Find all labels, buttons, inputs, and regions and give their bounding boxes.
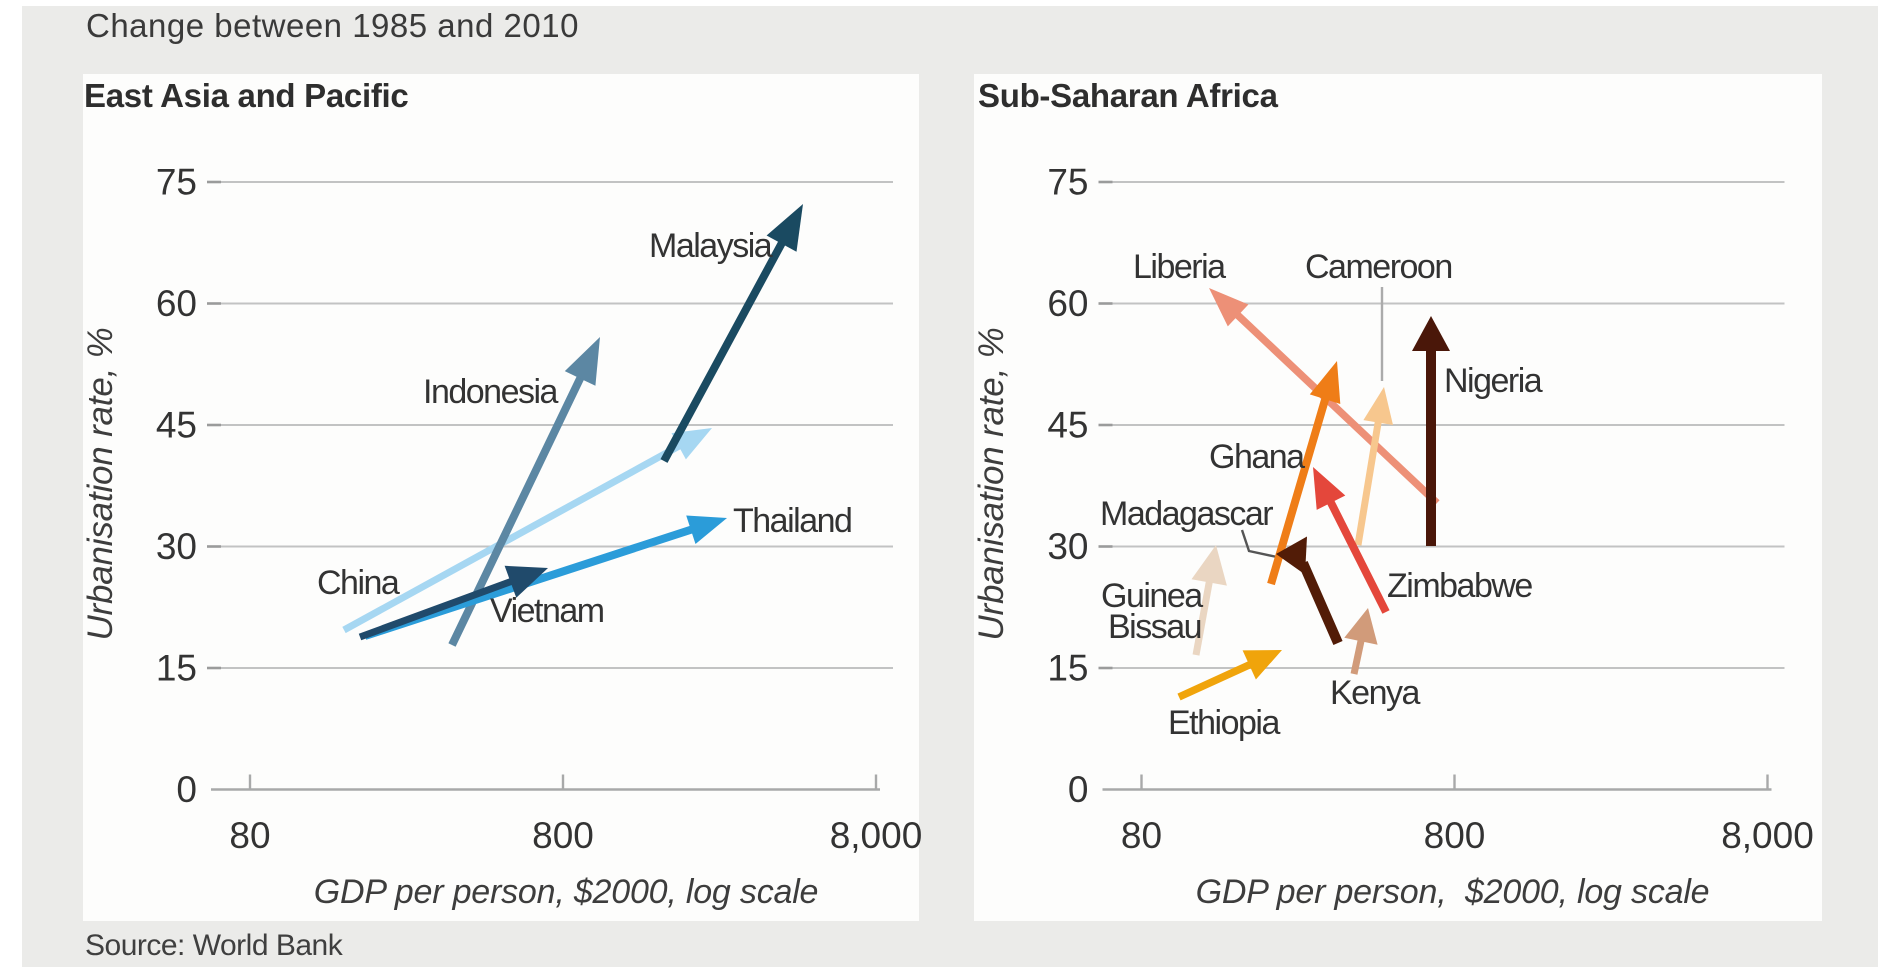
svg-text:GDP per person, $2000, log sc: GDP per person, $2000, log scale bbox=[1196, 873, 1710, 911]
svg-text:Urbanisation rate, %: Urbanisation rate, % bbox=[81, 327, 120, 640]
svg-text:45: 45 bbox=[1047, 405, 1088, 446]
svg-text:75: 75 bbox=[1047, 162, 1088, 203]
svg-text:800: 800 bbox=[532, 815, 594, 856]
svg-text:15: 15 bbox=[1047, 648, 1088, 689]
svg-text:30: 30 bbox=[156, 526, 197, 567]
svg-text:80: 80 bbox=[229, 815, 270, 856]
svg-text:60: 60 bbox=[1047, 283, 1088, 324]
svg-text:Vietnam: Vietnam bbox=[490, 592, 604, 630]
svg-text:Nigeria: Nigeria bbox=[1444, 362, 1543, 400]
svg-text:800: 800 bbox=[1424, 815, 1486, 856]
svg-text:Liberia: Liberia bbox=[1133, 248, 1226, 286]
svg-text:80: 80 bbox=[1121, 815, 1162, 856]
svg-text:Ethiopia: Ethiopia bbox=[1168, 704, 1280, 742]
svg-text:Ghana: Ghana bbox=[1209, 438, 1305, 476]
svg-text:Cameroon: Cameroon bbox=[1305, 248, 1452, 286]
svg-text:Guinea: Guinea bbox=[1101, 577, 1203, 615]
svg-text:8,000: 8,000 bbox=[1721, 815, 1814, 856]
svg-text:Malaysia: Malaysia bbox=[649, 227, 773, 265]
svg-text:Zimbabwe: Zimbabwe bbox=[1387, 567, 1532, 605]
svg-text:GDP per person, $2000, log sca: GDP per person, $2000, log scale bbox=[314, 873, 819, 911]
svg-text:0: 0 bbox=[176, 769, 197, 810]
svg-text:60: 60 bbox=[156, 283, 197, 324]
svg-text:Bissau: Bissau bbox=[1108, 608, 1201, 646]
svg-text:Madagascar: Madagascar bbox=[1100, 495, 1273, 533]
svg-text:75: 75 bbox=[156, 162, 197, 203]
svg-text:45: 45 bbox=[156, 405, 197, 446]
svg-text:Urbanisation rate, %: Urbanisation rate, % bbox=[972, 327, 1011, 640]
svg-text:8,000: 8,000 bbox=[830, 815, 923, 856]
svg-text:15: 15 bbox=[156, 648, 197, 689]
svg-text:Thailand: Thailand bbox=[733, 502, 851, 540]
svg-text:China: China bbox=[317, 564, 400, 602]
svg-text:Kenya: Kenya bbox=[1330, 674, 1420, 712]
svg-text:30: 30 bbox=[1047, 526, 1088, 567]
svg-text:Indonesia: Indonesia bbox=[423, 373, 559, 411]
svg-text:0: 0 bbox=[1068, 769, 1089, 810]
